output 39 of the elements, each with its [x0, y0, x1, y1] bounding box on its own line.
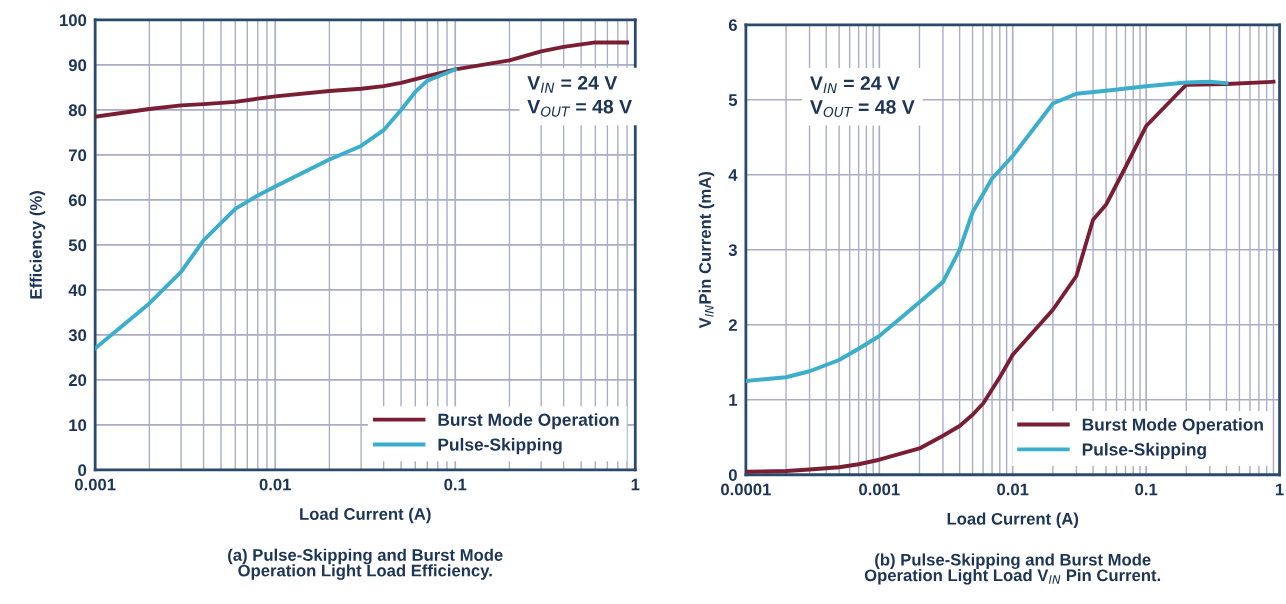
y-tick-label: 80: [68, 104, 87, 117]
legend-label: Pulse-Skipping: [1082, 442, 1206, 460]
y-tick-label: 30: [68, 329, 87, 342]
x-tick-label: 0.1: [1135, 483, 1158, 496]
y-tick-label: 3: [728, 244, 737, 256]
y-tick-label: 60: [68, 194, 87, 207]
y-tick-label: 70: [69, 149, 87, 162]
x-tick-label: 0.01: [259, 478, 291, 491]
legend-label: Pulse-Skipping: [438, 438, 562, 455]
y-tick-label: 5: [728, 94, 738, 106]
x-tick-label: 1: [1275, 483, 1284, 496]
x-tick-label: 0.01: [997, 483, 1029, 496]
text: V$_{IN}$ = 24 V V$_{OUT}$ = 48 V: [810, 76, 915, 118]
text: (b) Pulse-Skipping and Burst Mode Operation Light Load V$_{IN}$ Pin Current.: [864, 553, 1161, 585]
x-tick-label: 0.001: [859, 483, 900, 496]
x-tick-label: 0.0001: [721, 483, 771, 496]
y-tick-label: 40: [68, 284, 87, 297]
x-axis-title: Load Current (A): [300, 507, 431, 524]
y-tick-label: 90: [68, 59, 87, 72]
y-axis-title: Efficiency (%): [29, 191, 46, 299]
text: (a) Pulse-Skipping and Burst Mode Operation Light Load Efficiency.: [228, 548, 503, 580]
y-tick-label: 10: [69, 419, 87, 432]
x-tick-label: 0.1: [444, 478, 467, 491]
y-axis-title: V$_{IN}$Pin Current (mA): [698, 172, 715, 329]
y-tick-label: 1: [729, 394, 738, 406]
legend-label: Burst Mode Operation: [438, 413, 619, 430]
y-tick-label: 100: [60, 14, 87, 27]
y-tick-label: 20: [68, 374, 87, 387]
text: V$_{IN}$ = 24 V V$_{OUT}$ = 48 V: [527, 75, 632, 117]
legend-label: Burst Mode Operation: [1082, 417, 1263, 435]
y-tick-label: 0: [728, 469, 737, 481]
y-tick-label: 4: [728, 169, 738, 181]
y-tick-label: 50: [68, 239, 87, 252]
x-tick-label: 1: [631, 478, 640, 491]
x-tick-label: 0.001: [74, 478, 116, 491]
x-axis-title: Load Current (A): [947, 512, 1079, 529]
y-tick-label: 2: [728, 319, 737, 331]
y-tick-label: 0: [78, 464, 87, 477]
y-tick-label: 6: [728, 19, 737, 31]
